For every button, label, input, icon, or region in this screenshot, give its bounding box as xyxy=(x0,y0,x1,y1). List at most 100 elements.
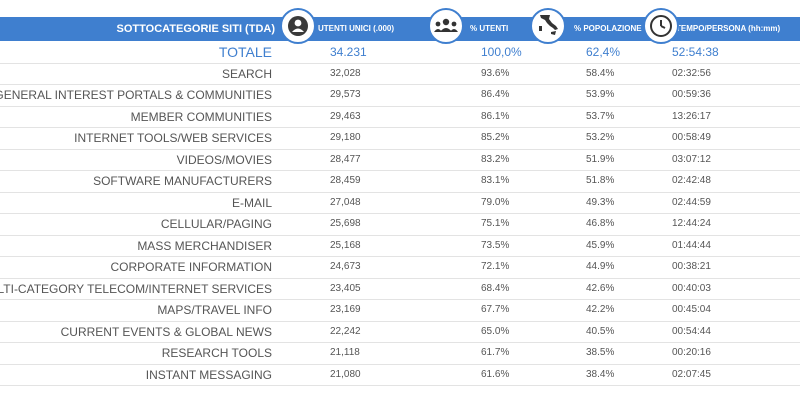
table-row: MASS MERCHANDISER 25,168 73.5% 45.9% 01:44:4… xyxy=(0,236,800,257)
pct-users-cell: 85.2% xyxy=(481,132,510,143)
users-cell: 23,169 xyxy=(330,304,361,315)
table-row: MAPS/TRAVEL INFO 23,169 67.7% 42.2% 00:45:04 xyxy=(0,300,800,322)
pct-users-cell: 86.1% xyxy=(481,110,510,122)
pct-population-cell: 40.5% xyxy=(586,325,615,337)
users-cell: 24,673 xyxy=(330,261,361,272)
users-cell: 22,242 xyxy=(330,325,361,337)
table-row: SEARCH 32,028 93.6% 58.4% 02:32:56 xyxy=(0,64,800,85)
person-icon xyxy=(280,8,316,44)
time-cell: 00:59:36 xyxy=(672,89,711,100)
time-cell: 00:45:04 xyxy=(672,304,711,315)
pct-users-cell: 72.1% xyxy=(481,261,510,272)
pct-users-cell: 65.0% xyxy=(481,325,510,337)
category-cell: VIDEOS/MOVIES xyxy=(176,152,272,167)
total-users: 34.231 xyxy=(330,45,367,59)
category-cell: INTERNET TOOLS/WEB SERVICES xyxy=(74,131,272,145)
pct-population-cell: 38.4% xyxy=(586,368,615,380)
category-cell: CURRENT EVENTS & GLOBAL NEWS xyxy=(60,324,272,339)
users-cell: 32,028 xyxy=(330,67,361,79)
clock-icon xyxy=(643,8,679,44)
pct-population-cell: 49.3% xyxy=(586,196,615,208)
time-cell: 00:20:16 xyxy=(672,347,711,358)
pct-users-cell: 83.1% xyxy=(481,175,510,186)
category-cell: SEARCH xyxy=(221,66,272,81)
pct-population-cell: 53.9% xyxy=(586,89,615,100)
pct-users-cell: 75.1% xyxy=(481,218,510,229)
users-cell: 29,463 xyxy=(330,110,361,122)
pct-population-cell: 51.9% xyxy=(586,153,615,165)
pct-population-cell: 38.5% xyxy=(586,347,615,358)
time-cell: 00:58:49 xyxy=(672,132,711,143)
time-cell: 00:40:03 xyxy=(672,282,711,294)
header-pct-population: % POPOLAZIONE xyxy=(574,24,642,33)
pct-population-cell: 42.2% xyxy=(586,304,615,315)
users-cell: 27,048 xyxy=(330,196,361,208)
pct-users-cell: 73.5% xyxy=(481,239,510,251)
category-cell: INSTANT MESSAGING xyxy=(145,367,272,382)
pct-population-cell: 44.9% xyxy=(586,261,615,272)
users-cell: 21,118 xyxy=(330,347,360,358)
pct-users-cell: 61.7% xyxy=(481,347,510,358)
table-row: MULTI-CATEGORY TELECOM/INTERNET SERVICES… xyxy=(0,279,800,300)
users-cell: 28,477 xyxy=(330,153,361,165)
category-cell: CORPORATE INFORMATION xyxy=(110,260,272,274)
time-cell: 00:54:44 xyxy=(672,325,711,337)
time-cell: 02:42:48 xyxy=(672,175,711,186)
users-cell: 29,180 xyxy=(330,132,361,143)
total-pct-users: 100,0% xyxy=(481,45,522,59)
pct-population-cell: 46.8% xyxy=(586,218,615,229)
pct-users-cell: 79.0% xyxy=(481,196,510,208)
pct-users-cell: 83.2% xyxy=(481,153,510,165)
category-cell: E-MAIL xyxy=(231,195,272,210)
pct-users-cell: 68.4% xyxy=(481,282,510,294)
total-category: TOTALE xyxy=(218,44,272,60)
pct-population-cell: 51.8% xyxy=(586,175,615,186)
pct-population-cell: 42.6% xyxy=(586,282,615,294)
table-row: GENERAL INTEREST PORTALS & COMMUNITIES 29… xyxy=(0,85,800,107)
pct-population-cell: 53.2% xyxy=(586,132,615,143)
header-users: UTENTI UNICI (.000) xyxy=(318,24,395,33)
table-row: MEMBER COMMUNITIES 29,463 86.1% 53.7% 13:26:… xyxy=(0,107,800,128)
italy-map-icon xyxy=(530,8,566,44)
category-cell: RESEARCH TOOLS xyxy=(161,346,272,360)
total-pct-population: 62,4% xyxy=(586,45,621,59)
time-cell: 02:07:45 xyxy=(672,368,711,380)
header-category: SOTTOCATEGORIE SITI (TDA) xyxy=(116,23,275,35)
users-cell: 29,573 xyxy=(330,89,361,100)
table-row: CELLULAR/PAGING 25,698 75.1% 46.8% 12:44:24 xyxy=(0,214,800,236)
pct-users-cell: 93.6% xyxy=(481,67,510,79)
pct-users-cell: 61.6% xyxy=(481,368,510,380)
table-row: VIDEOS/MOVIES 28,477 83.2% 51.9% 03:07:12 xyxy=(0,150,800,171)
table-row: RESEARCH TOOLS 21,118 61.7% 38.5% 00:20:16 xyxy=(0,343,800,365)
category-cell: GENERAL INTEREST PORTALS & COMMUNITIES xyxy=(0,88,272,102)
users-cell: 25,698 xyxy=(330,218,361,229)
table-row: CORPORATE INFORMATION 24,673 72.1% 44.9% 00:… xyxy=(0,257,800,279)
time-cell: 13:26:17 xyxy=(672,110,711,122)
total-time: 52:54:38 xyxy=(672,45,719,59)
pct-population-cell: 58.4% xyxy=(586,67,615,79)
category-cell: SOFTWARE MANUFACTURERS xyxy=(93,174,272,188)
pct-population-cell: 45.9% xyxy=(586,239,615,251)
table-row: INTERNET TOOLS/WEB SERVICES 29,180 85.2% 53… xyxy=(0,128,800,150)
table-row: SOFTWARE MANUFACTURERS 28,459 83.1% 51.8% 02… xyxy=(0,171,800,193)
time-cell: 02:32:56 xyxy=(672,67,711,79)
table-row: E-MAIL 27,048 79.0% 49.3% 02:44:59 xyxy=(0,193,800,214)
group-icon xyxy=(428,8,464,44)
category-cell: MEMBER COMMUNITIES xyxy=(130,109,272,124)
category-cell: CELLULAR/PAGING xyxy=(160,217,272,231)
table-row: CURRENT EVENTS & GLOBAL NEWS 22,242 65.0% 4… xyxy=(0,322,800,343)
time-cell: 00:38:21 xyxy=(672,261,711,272)
time-cell: 12:44:24 xyxy=(672,218,711,229)
users-cell: 23,405 xyxy=(330,282,361,294)
users-cell: 25,168 xyxy=(330,239,361,251)
table-row-total: TOTALE 34.231 100,0% 62,4% 52:54:38 xyxy=(0,42,800,64)
header-pct-users: % UTENTI xyxy=(470,24,509,33)
users-cell: 21,080 xyxy=(330,368,361,380)
header-time-per-person: TEMPO/PERSONA (hh:mm) xyxy=(676,24,781,33)
time-cell: 02:44:59 xyxy=(672,196,711,208)
pct-population-cell: 53.7% xyxy=(586,110,615,122)
time-cell: 03:07:12 xyxy=(672,153,711,165)
pct-users-cell: 67.7% xyxy=(481,304,510,315)
users-cell: 28,459 xyxy=(330,175,361,186)
time-cell: 01:44:44 xyxy=(672,239,711,251)
